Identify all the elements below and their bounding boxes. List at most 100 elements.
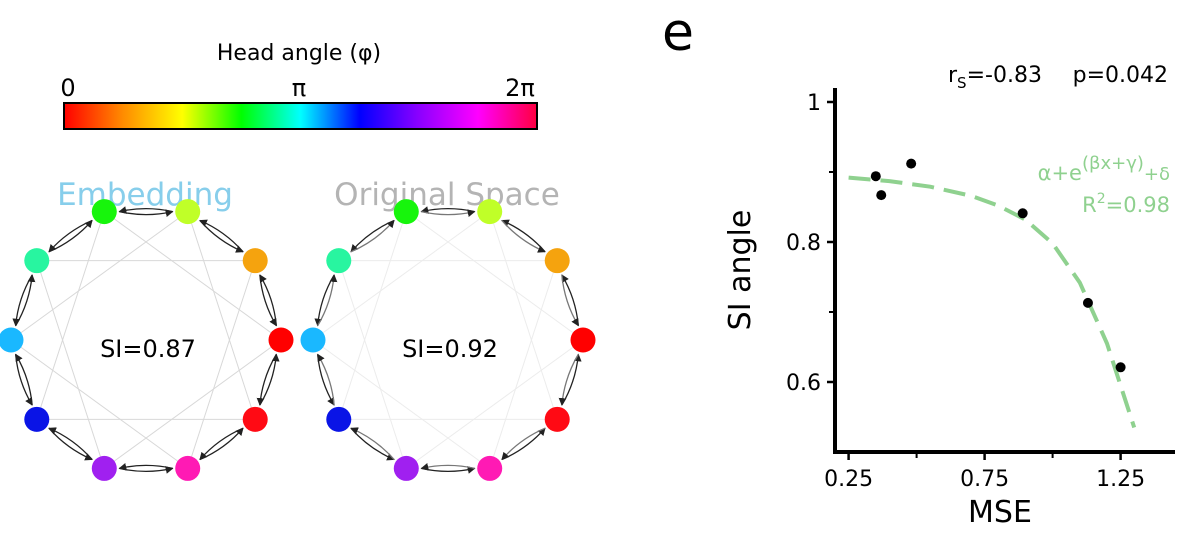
y-tick-label: 1 (807, 91, 821, 116)
faint-edge (103, 339, 282, 469)
graph-node (91, 199, 117, 225)
neighbor-edge (317, 274, 338, 327)
embedding-edges (10, 206, 282, 474)
faint-edge (36, 260, 105, 469)
graph-node (91, 455, 117, 481)
neighbor-edge (48, 427, 93, 461)
stat-rs: rS=-0.83 (948, 63, 1042, 92)
colorbar (63, 102, 538, 130)
faint-edge (338, 260, 407, 469)
y-tick-label: 0.8 (786, 231, 821, 256)
graph-node (393, 455, 419, 481)
neighbor-edge (118, 463, 173, 471)
neighbor-edge (558, 353, 579, 406)
faint-edge (312, 339, 491, 469)
y-axis-label: SI angle (723, 210, 758, 331)
fit-r-squared: R2=0.98 (1082, 191, 1170, 217)
graph-node (268, 327, 294, 353)
faint-edge (489, 211, 558, 420)
embedding-nodes (0, 199, 294, 481)
data-point (906, 158, 917, 169)
neighbor-edge (317, 353, 335, 406)
scatter-plot: 0.25 0.75 1.25 0.6 0.8 1 MSE SI angle (723, 88, 1175, 530)
neighbor-edge (14, 354, 33, 406)
graph-node (175, 455, 201, 481)
faint-edge (187, 211, 256, 420)
neighbor-edge (421, 466, 476, 474)
graph-node (24, 248, 50, 274)
graph-node (544, 406, 570, 432)
neighbor-edge (501, 219, 546, 253)
neighbor-edge (421, 209, 476, 217)
graph-node (242, 248, 268, 274)
colorbar-tick-0: 0 (60, 74, 75, 102)
data-point (1082, 297, 1093, 308)
faint-edge (36, 211, 105, 420)
neighbor-edge (15, 353, 33, 406)
neighbor-edge (350, 219, 395, 253)
x-ticks: 0.25 0.75 1.25 (824, 452, 1145, 492)
neighbor-edge (199, 219, 244, 253)
graph-node (326, 248, 352, 274)
graph-node (300, 327, 326, 353)
graph-node (242, 406, 268, 432)
embedding-graph: Embedding SI=0.87 (0, 177, 294, 481)
neighbor-edge (259, 353, 280, 406)
graph-title-original-space: Original Space (334, 177, 560, 213)
si-label-embedding: SI=0.87 (100, 335, 196, 363)
axes (833, 88, 1175, 454)
neighbor-edge (561, 353, 582, 406)
neighbor-edge (316, 354, 335, 406)
fit-label: α+e(βx+γ)+δ R2=0.98 (1038, 153, 1170, 217)
faint-edge (103, 211, 282, 341)
neighbor-edge (199, 219, 244, 253)
original-space-edges (312, 206, 584, 474)
neighbor-edge (501, 427, 546, 461)
neighbor-edge (119, 209, 174, 217)
neighbor-edge (199, 427, 244, 461)
graph-node (393, 199, 419, 225)
neighbor-edge (12, 274, 33, 327)
data-point (876, 190, 887, 201)
neighbor-edge (501, 427, 546, 461)
neighbor-edge (420, 463, 475, 471)
faint-edge (10, 339, 189, 469)
neighbor-edge (501, 219, 546, 253)
faint-edge (405, 211, 584, 341)
x-tick-label: 0.75 (960, 467, 1009, 492)
neighbor-edge (15, 274, 36, 327)
faint-edge (338, 211, 407, 420)
neighbor-edge (561, 274, 580, 326)
neighbor-edge (259, 274, 277, 327)
graph-node (175, 199, 201, 225)
neighbor-edge (48, 219, 93, 253)
graph-node (0, 327, 24, 353)
panel-label: e (662, 3, 694, 63)
colorbar-tick-pi: π (292, 74, 306, 102)
fit-formula: α+e(βx+γ)+δ (1038, 153, 1170, 185)
data-point (870, 171, 881, 182)
si-label-original-space: SI=0.92 (402, 335, 498, 363)
faint-edge (312, 211, 491, 341)
data-point (1115, 362, 1126, 373)
neighbor-edge (561, 274, 579, 327)
graph-node (570, 327, 596, 353)
x-tick-label: 1.25 (1096, 467, 1145, 492)
graph-title-embedding: Embedding (57, 177, 233, 213)
faint-edge (405, 339, 584, 469)
faint-edge (489, 260, 558, 469)
x-axis-label: MSE (968, 495, 1032, 530)
x-tick-label: 0.25 (824, 467, 873, 492)
neighbor-edge (350, 427, 395, 461)
y-ticks: 0.6 0.8 1 (786, 91, 835, 396)
neighbor-edge (314, 274, 335, 327)
data-point (1017, 208, 1028, 219)
neighbor-edge (199, 427, 244, 461)
neighbor-edge (256, 353, 277, 406)
original-space-nodes (300, 199, 596, 481)
graph-node (24, 406, 50, 432)
faint-edge (187, 260, 256, 469)
data-points (870, 158, 1126, 373)
graph-node (544, 248, 570, 274)
